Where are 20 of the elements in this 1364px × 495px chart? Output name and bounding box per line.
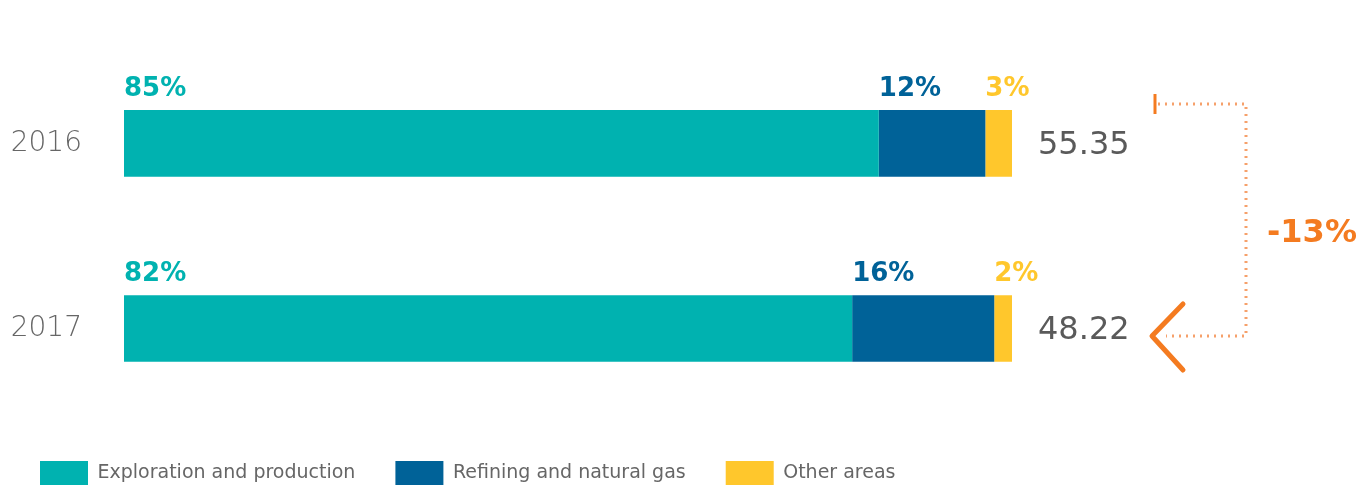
y-tick-label: 2017 <box>10 309 82 343</box>
bar <box>852 295 995 362</box>
bar <box>994 295 1012 362</box>
bar <box>985 110 1012 177</box>
text: 55.35 <box>1038 123 1130 162</box>
bar <box>124 110 879 177</box>
y-tick-label: 2016 <box>10 124 82 158</box>
data-label: 3% <box>985 71 1030 102</box>
data-label: 82% <box>124 256 187 287</box>
legend-label: Exploration and production <box>97 459 356 482</box>
text: 48.22 <box>1038 308 1130 347</box>
data-label: 85% <box>124 71 187 102</box>
legend-label: Refining and natural gas <box>452 459 686 482</box>
bar <box>878 110 986 177</box>
data-label: 16% <box>852 256 915 287</box>
data-label: 2% <box>994 256 1039 287</box>
text: -13% <box>1267 212 1357 251</box>
bar <box>124 295 853 362</box>
legend-label: Other areas <box>783 459 896 482</box>
data-label: 12% <box>878 71 942 102</box>
